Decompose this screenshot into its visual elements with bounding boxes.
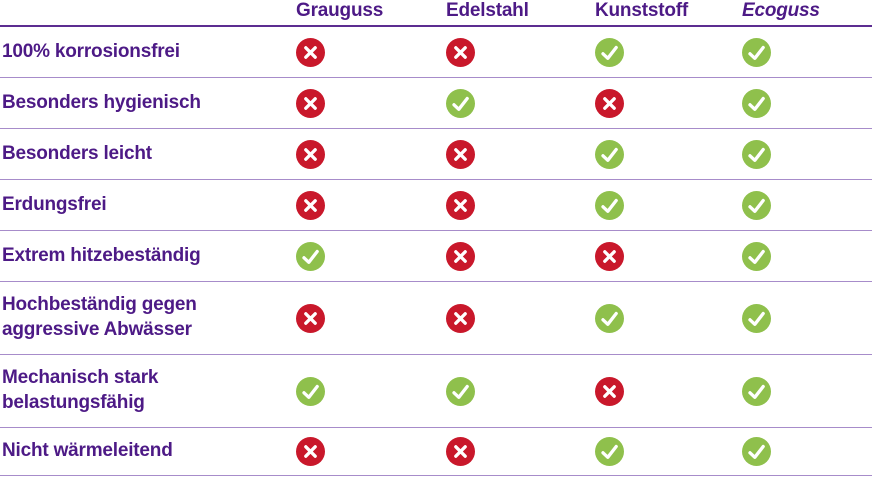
check-icon (742, 37, 872, 67)
table-header-row: Grauguss Edelstahl Kunststoff Ecoguss (0, 0, 872, 27)
row-label-line: aggressive Abwässer (2, 319, 192, 340)
row-label-line: Hochbeständig gegen (2, 294, 197, 316)
table-row: Erdungsfrei (0, 180, 872, 231)
cross-icon (296, 139, 446, 169)
table-row: Mechanisch stark belastungsfähig (0, 355, 872, 428)
row-label: Mechanisch stark belastungsfähig (0, 366, 296, 415)
cross-icon (446, 303, 595, 333)
check-icon (742, 437, 872, 466)
cross-icon (595, 241, 742, 271)
cross-icon (296, 88, 446, 118)
column-header-kunststoff: Kunststoff (595, 0, 688, 21)
row-label-line: Besonders hygienisch (2, 91, 201, 113)
cross-icon (446, 190, 595, 220)
row-label-line: Besonders leicht (2, 142, 152, 164)
check-icon (742, 88, 872, 118)
row-label-line: Nicht wärmeleitend (2, 440, 173, 462)
row-label: 100% korrosionsfrei (0, 40, 296, 65)
row-label: Besonders leicht (0, 142, 296, 167)
row-label-line: Mechanisch stark (2, 367, 159, 389)
cross-icon (446, 139, 595, 169)
row-label-line: belastungsfähig (2, 392, 145, 413)
row-label: Erdungsfrei (0, 193, 296, 218)
row-label: Besonders hygienisch (0, 91, 296, 116)
check-icon (446, 376, 595, 406)
check-icon (446, 88, 595, 118)
table-row: Hochbeständig gegen aggressive Abwässer (0, 282, 872, 355)
cross-icon (296, 37, 446, 67)
check-icon (595, 437, 742, 466)
cross-icon (296, 437, 446, 466)
row-label: Extrem hitzebeständig (0, 244, 296, 269)
check-icon (595, 303, 742, 333)
check-icon (742, 376, 872, 406)
check-icon (595, 190, 742, 220)
cross-icon (296, 190, 446, 220)
cross-icon (446, 241, 595, 271)
cross-icon (446, 37, 595, 67)
check-icon (595, 37, 742, 67)
cross-icon (595, 88, 742, 118)
column-header-ecoguss: Ecoguss (742, 0, 820, 21)
check-icon (742, 139, 872, 169)
row-label-line: 100% korrosionsfrei (2, 40, 180, 62)
table-row: Besonders hygienisch (0, 78, 872, 129)
check-icon (595, 139, 742, 169)
check-icon (742, 241, 872, 271)
column-header-grauguss: Grauguss (296, 0, 384, 21)
row-label: Nicht wärmeleitend (0, 439, 296, 464)
cross-icon (296, 303, 446, 333)
row-label-line: Erdungsfrei (2, 193, 107, 215)
check-icon (296, 376, 446, 406)
table-row: Besonders leicht (0, 129, 872, 180)
check-icon (296, 241, 446, 271)
cross-icon (446, 437, 595, 466)
row-label: Hochbeständig gegen aggressive Abwässer (0, 293, 296, 342)
table-row: Extrem hitzebeständig (0, 231, 872, 282)
table-row: Nicht wärmeleitend (0, 428, 872, 476)
column-header-edelstahl: Edelstahl (446, 0, 529, 21)
check-icon (742, 190, 872, 220)
check-icon (742, 303, 872, 333)
row-label-line: Extrem hitzebeständig (2, 244, 201, 266)
table-row: 100% korrosionsfrei (0, 27, 872, 78)
cross-icon (595, 376, 742, 406)
